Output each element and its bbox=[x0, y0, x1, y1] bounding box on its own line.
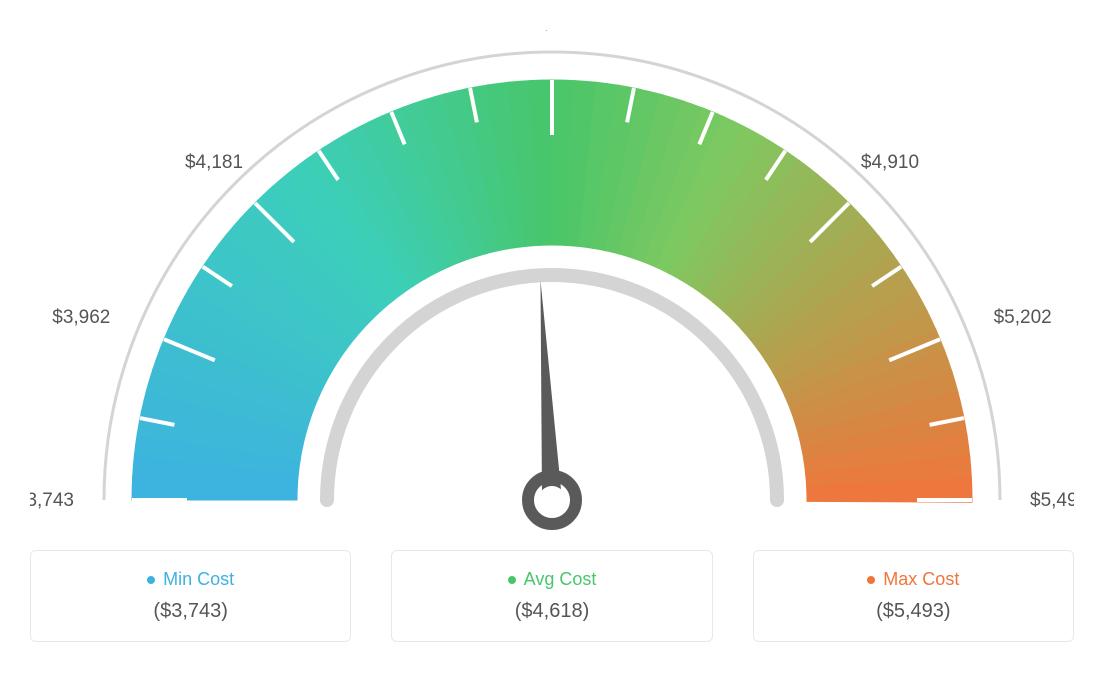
svg-text:$3,962: $3,962 bbox=[52, 307, 110, 328]
legend-card-min: Min Cost ($3,743) bbox=[30, 550, 351, 642]
svg-text:$4,910: $4,910 bbox=[861, 152, 919, 173]
gauge-svg: $3,743 $3,962 $4,181 $4,618 $4,910 $5,202 $5,4… bbox=[30, 30, 1074, 530]
svg-text:$4,618: $4,618 bbox=[523, 30, 581, 33]
legend-value-avg: ($4,618) bbox=[412, 600, 691, 623]
legend-label-avg: Avg Cost bbox=[524, 569, 597, 590]
gauge-chart: $3,743 $3,962 $4,181 $4,618 $4,910 $5,202 $5,4… bbox=[30, 30, 1074, 530]
legend-dot-avg bbox=[508, 576, 516, 584]
legend-label-max: Max Cost bbox=[883, 569, 959, 590]
svg-text:$3,743: $3,743 bbox=[30, 490, 74, 511]
legend-label-min: Min Cost bbox=[163, 569, 234, 590]
legend-card-avg: Avg Cost ($4,618) bbox=[391, 550, 712, 642]
svg-text:$5,493: $5,493 bbox=[1030, 490, 1074, 511]
svg-text:$5,202: $5,202 bbox=[994, 307, 1052, 328]
legend-card-max: Max Cost ($5,493) bbox=[753, 550, 1074, 642]
svg-text:$4,181: $4,181 bbox=[185, 152, 243, 173]
legend-label-row-max: Max Cost bbox=[774, 569, 1053, 590]
legend-label-row-avg: Avg Cost bbox=[412, 569, 691, 590]
legend-row: Min Cost ($3,743) Avg Cost ($4,618) Max … bbox=[30, 550, 1074, 642]
legend-dot-max bbox=[867, 576, 875, 584]
legend-value-min: ($3,743) bbox=[51, 600, 330, 623]
legend-label-row-min: Min Cost bbox=[51, 569, 330, 590]
legend-dot-min bbox=[147, 576, 155, 584]
legend-value-max: ($5,493) bbox=[774, 600, 1053, 623]
